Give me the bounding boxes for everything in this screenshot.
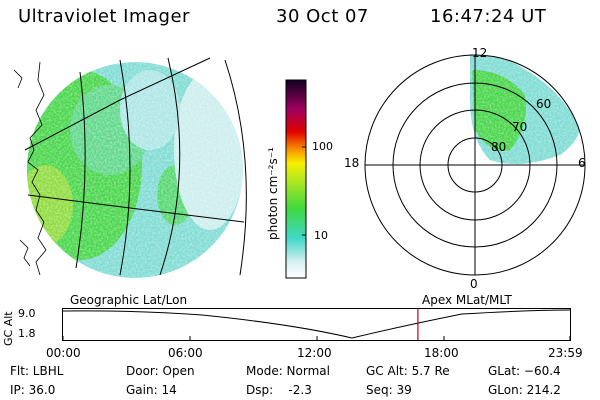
date-label: 30 Oct 07 xyxy=(276,6,369,27)
polar-label-18: 18 xyxy=(344,156,360,170)
timeline-ytick-top: 9.0 xyxy=(18,307,36,320)
polar-label-12: 12 xyxy=(472,46,488,60)
polar-plot xyxy=(364,54,586,276)
timeline-right-title: Apex MLat/MLT xyxy=(422,293,512,307)
timeline-xtick-4: 23:59 xyxy=(548,346,583,360)
polar-lat-80: 80 xyxy=(491,140,507,154)
altitude-timeline xyxy=(62,308,571,341)
time-label: 16:47:24 UT xyxy=(430,6,547,27)
polar-lat-70: 70 xyxy=(512,120,528,134)
earth-disk xyxy=(27,62,243,278)
info-gc-alt: GC Alt: 5.7 Re xyxy=(366,364,450,378)
colorbar-unit-label: photon cm⁻²s⁻¹ xyxy=(266,147,280,240)
info-filter: Flt: LBHL xyxy=(10,364,64,378)
info-door: Door: Open xyxy=(126,364,195,378)
colorbar-tick-100: 100 xyxy=(312,140,333,153)
timeline-ytick-bottom: 1.8 xyxy=(18,327,36,340)
info-dsp: Dsp: -2.3 xyxy=(246,383,312,397)
timeline-xtick-2: 12:00 xyxy=(297,346,332,360)
timeline-left-title: Geographic Lat/Lon xyxy=(70,293,188,307)
polar-aurora xyxy=(465,55,585,168)
coastline xyxy=(13,61,47,276)
timeline-xtick-3: 18:00 xyxy=(424,346,459,360)
lat-lon-grid xyxy=(24,57,247,276)
polar-lat-60: 60 xyxy=(536,97,552,111)
timeline-xtick-0: 00:00 xyxy=(46,346,81,360)
timeline-axis-label: GC Alt xyxy=(2,311,15,346)
info-glat: GLat: −60.4 xyxy=(488,364,561,378)
instrument-title: Ultraviolet Imager xyxy=(18,6,190,27)
polar-label-0: 0 xyxy=(470,277,478,291)
colorbar xyxy=(285,79,307,279)
polar-grid xyxy=(364,54,586,276)
info-ip: IP: 36.0 xyxy=(10,383,56,397)
info-mode: Mode: Normal xyxy=(246,364,330,378)
polar-label-6: 6 xyxy=(578,156,586,170)
info-glon: GLon: 214.2 xyxy=(488,383,561,397)
info-seq: Seq: 39 xyxy=(366,383,412,397)
timeline-xtick-1: 06:00 xyxy=(168,346,203,360)
colorbar-tick-10: 10 xyxy=(314,229,328,242)
geographic-image-panel xyxy=(13,57,247,278)
timeline-ticks xyxy=(62,336,571,341)
info-gain: Gain: 14 xyxy=(126,383,177,397)
